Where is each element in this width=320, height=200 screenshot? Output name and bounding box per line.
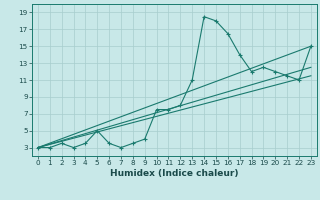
X-axis label: Humidex (Indice chaleur): Humidex (Indice chaleur) [110, 169, 239, 178]
